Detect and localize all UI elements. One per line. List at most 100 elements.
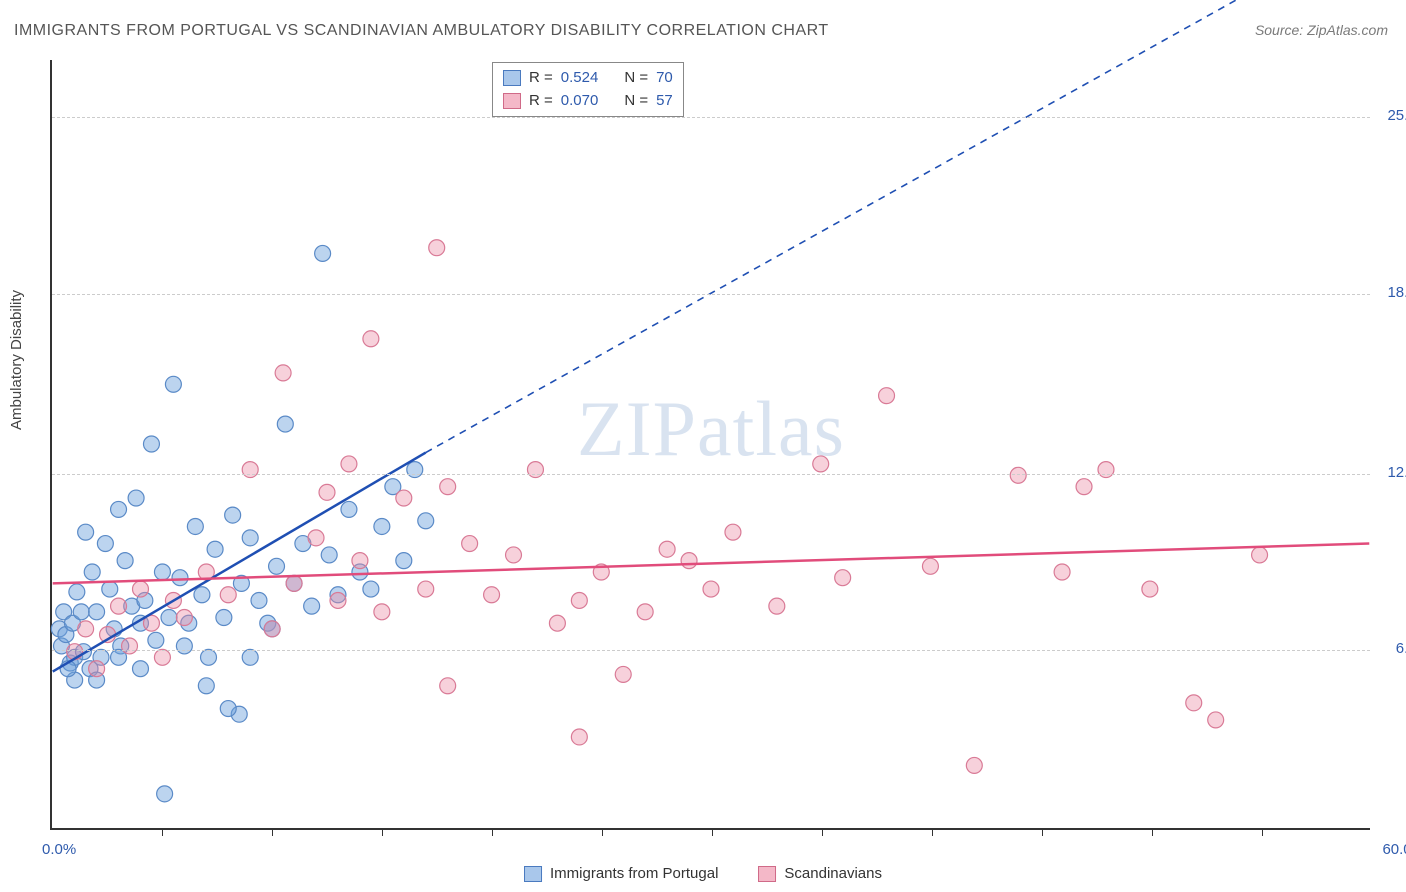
data-point xyxy=(725,524,741,540)
data-point xyxy=(242,649,258,665)
legend-item-scandinavian: Scandinavians xyxy=(758,865,882,882)
data-point xyxy=(966,757,982,773)
data-point xyxy=(484,587,500,603)
data-point xyxy=(176,638,192,654)
gridline xyxy=(52,650,1370,651)
data-point xyxy=(374,604,390,620)
xaxis-max-label: 60.0% xyxy=(1382,841,1406,858)
plot-area: ZIPatlas R = 0.524 N = 70 R = 0.070 N = … xyxy=(50,60,1370,830)
r-value-scandinavian: 0.070 xyxy=(561,90,599,113)
data-point xyxy=(122,638,138,654)
swatch-portugal-2 xyxy=(524,866,542,882)
data-point xyxy=(216,610,232,626)
data-point xyxy=(225,507,241,523)
ytick-label: 6.3% xyxy=(1396,640,1406,657)
data-point xyxy=(571,729,587,745)
data-point xyxy=(111,598,127,614)
data-point xyxy=(813,456,829,472)
xtick xyxy=(712,828,713,836)
swatch-scandinavian xyxy=(503,93,521,109)
gridline xyxy=(52,474,1370,475)
data-point xyxy=(396,553,412,569)
data-point xyxy=(363,581,379,597)
data-point xyxy=(242,530,258,546)
data-point xyxy=(264,621,280,637)
data-point xyxy=(506,547,522,563)
data-point xyxy=(615,666,631,682)
data-point xyxy=(242,462,258,478)
chart-container: IMMIGRANTS FROM PORTUGAL VS SCANDINAVIAN… xyxy=(0,0,1406,892)
data-point xyxy=(549,615,565,631)
data-point xyxy=(220,701,236,717)
n-value-portugal: 70 xyxy=(656,67,673,90)
gridline xyxy=(52,294,1370,295)
data-point xyxy=(341,501,357,517)
data-point xyxy=(396,490,412,506)
data-point xyxy=(462,536,478,552)
data-point xyxy=(681,553,697,569)
data-point xyxy=(220,587,236,603)
legend-row-portugal: R = 0.524 N = 70 xyxy=(503,67,673,90)
xtick xyxy=(492,828,493,836)
data-point xyxy=(148,632,164,648)
data-point xyxy=(304,598,320,614)
swatch-scandinavian-2 xyxy=(758,866,776,882)
r-value-portugal: 0.524 xyxy=(561,67,599,90)
trend-line xyxy=(53,453,426,672)
data-point xyxy=(352,553,368,569)
data-point xyxy=(207,541,223,557)
xtick xyxy=(822,828,823,836)
data-point xyxy=(319,484,335,500)
data-point xyxy=(286,575,302,591)
n-value-scandinavian: 57 xyxy=(656,90,673,113)
data-point xyxy=(97,536,113,552)
xtick xyxy=(162,828,163,836)
xtick xyxy=(932,828,933,836)
series-legend: Immigrants from Portugal Scandinavians xyxy=(524,865,882,882)
data-point xyxy=(275,365,291,381)
data-point xyxy=(251,592,267,608)
ytick-label: 12.5% xyxy=(1387,464,1406,481)
gridline xyxy=(52,117,1370,118)
legend-label-portugal: Immigrants from Portugal xyxy=(550,865,718,882)
data-point xyxy=(429,240,445,256)
data-point xyxy=(1076,479,1092,495)
r-label-2: R = xyxy=(529,90,553,113)
data-point xyxy=(133,661,149,677)
data-point xyxy=(769,598,785,614)
data-point xyxy=(1252,547,1268,563)
data-point xyxy=(194,587,210,603)
data-point xyxy=(73,604,89,620)
data-point xyxy=(201,649,217,665)
data-point xyxy=(161,610,177,626)
y-axis-label: Ambulatory Disability xyxy=(8,290,25,430)
data-point xyxy=(143,436,159,452)
scatter-svg xyxy=(52,60,1370,828)
data-point xyxy=(69,584,85,600)
data-point xyxy=(835,570,851,586)
xtick xyxy=(1042,828,1043,836)
data-point xyxy=(78,524,94,540)
data-point xyxy=(154,564,170,580)
correlation-legend: R = 0.524 N = 70 R = 0.070 N = 57 xyxy=(492,62,684,117)
data-point xyxy=(1010,467,1026,483)
data-point xyxy=(308,530,324,546)
data-point xyxy=(659,541,675,557)
data-point xyxy=(277,416,293,432)
n-label: N = xyxy=(624,67,648,90)
data-point xyxy=(102,581,118,597)
data-point xyxy=(374,519,390,535)
data-point xyxy=(321,547,337,563)
data-point xyxy=(440,479,456,495)
legend-row-scandinavian: R = 0.070 N = 57 xyxy=(503,90,673,113)
data-point xyxy=(527,462,543,478)
data-point xyxy=(879,388,895,404)
data-point xyxy=(89,661,105,677)
data-point xyxy=(571,592,587,608)
data-point xyxy=(1208,712,1224,728)
data-point xyxy=(440,678,456,694)
trend-line xyxy=(53,544,1370,584)
chart-title: IMMIGRANTS FROM PORTUGAL VS SCANDINAVIAN… xyxy=(14,22,829,40)
xtick xyxy=(382,828,383,836)
data-point xyxy=(922,558,938,574)
